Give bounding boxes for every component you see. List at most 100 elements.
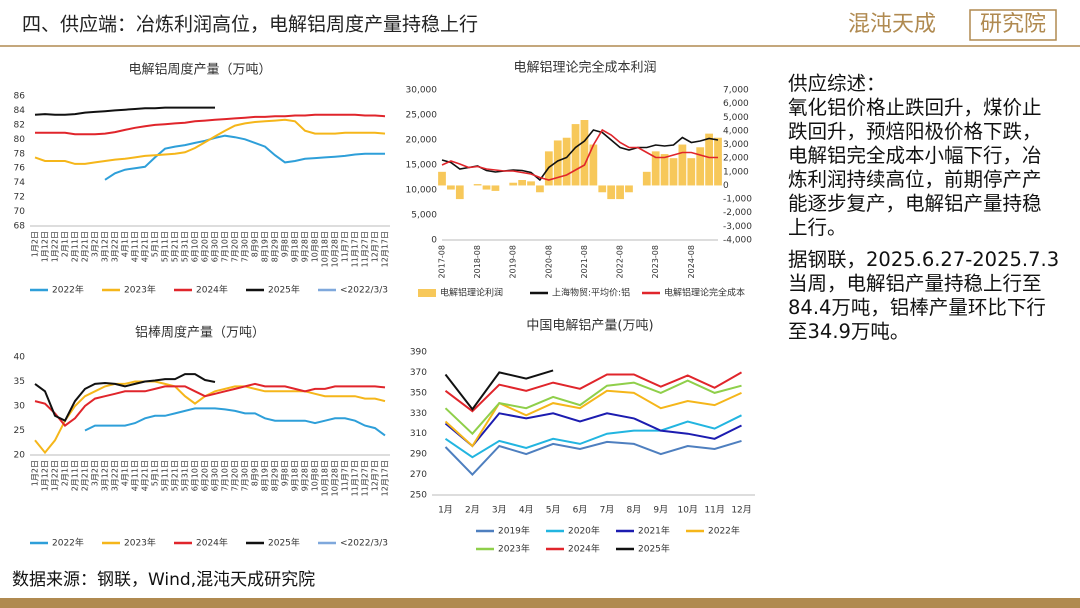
x-tick-label: 7月30日: [241, 460, 250, 491]
bar: [607, 185, 616, 200]
y-tick-label: 0: [431, 236, 437, 246]
y-tick-label: 35: [14, 377, 25, 387]
legend-label: 2024年: [196, 537, 228, 549]
x-tick-label: 5月11日: [161, 460, 170, 491]
bar: [651, 151, 660, 186]
x-tick-label: 10月: [677, 505, 697, 516]
x-tick-label: 12月: [731, 505, 751, 516]
y-tick-label: 82: [14, 120, 25, 130]
series-line: [34, 118, 386, 165]
x-tick-label: 7月20日: [231, 231, 240, 262]
x-tick-label: 7月10日: [221, 460, 230, 491]
legend-label: 2022年: [52, 537, 84, 549]
x-tick-label: 8月19日: [261, 231, 270, 262]
x-tick-label: 5月: [546, 505, 561, 516]
x-tick-label: 1月2日: [31, 460, 40, 486]
y-tick-label: 5,000: [411, 211, 437, 221]
legend-label: 2023年: [498, 543, 530, 555]
x-tick-label: 9月28日: [301, 460, 310, 491]
x-tick-label: 9月18日: [291, 460, 300, 491]
x-tick-label: 2017-08: [438, 245, 447, 278]
bar: [580, 120, 589, 186]
bar: [669, 158, 678, 186]
y-tick-label: 15,000: [406, 161, 438, 171]
commentary-paragraph: 据钢联，2025.6.27-2025.7.3当周，电解铝产量持稳上行至84.4万…: [788, 248, 1060, 343]
footer-bar: [0, 598, 1080, 608]
y-tick-label: 370: [410, 368, 427, 378]
bar: [616, 185, 624, 200]
bar: [598, 185, 607, 193]
y-tick-label: 70: [14, 207, 26, 217]
y2-tick-label: -1,000: [723, 195, 752, 205]
bar: [660, 154, 669, 186]
x-tick-label: 2021-08: [580, 245, 589, 278]
y2-tick-label: 4,000: [723, 126, 749, 136]
x-tick-label: 10月8日: [311, 460, 320, 491]
legend-label: 2025年: [268, 284, 300, 296]
chart-title: 电解铝周度产量（万吨）: [128, 62, 271, 78]
y2-tick-label: 2,000: [723, 154, 749, 164]
x-tick-label: 4月1日: [121, 231, 130, 257]
y-tick-label: 25: [14, 426, 25, 436]
x-tick-label: 1月22日: [51, 460, 60, 491]
x-tick-label: 2月1日: [61, 460, 70, 486]
series-line: [35, 113, 386, 136]
x-tick-label: 4月: [519, 505, 534, 516]
series-line: [441, 129, 719, 182]
x-tick-label: 2024-08: [687, 245, 696, 278]
x-tick-label: 7月: [600, 505, 615, 516]
bar: [473, 184, 482, 186]
y-tick-label: 20,000: [406, 136, 438, 146]
legend-swatch: [418, 289, 436, 297]
chart-title: 中国电解铝产量(万吨): [526, 319, 653, 334]
x-tick-label: 11月27日: [361, 231, 370, 267]
x-tick-label: 2月21日: [81, 460, 90, 491]
x-tick-label: 2月1日: [61, 231, 70, 257]
y-tick-label: 72: [14, 193, 25, 203]
commentary-paragraph: 氧化铝价格止跌回升，煤价止跌回升，预焙阳极价格下跌，电解铝完全成本小幅下行，冶炼…: [788, 96, 1042, 239]
y2-tick-label: -3,000: [723, 222, 752, 232]
legend-label: 2021年: [638, 525, 670, 537]
legend-label: 上海物贸:平均价:铝: [552, 287, 630, 299]
y2-tick-label: 6,000: [723, 99, 749, 109]
legend-label: 2024年: [568, 543, 600, 555]
bar: [491, 185, 500, 191]
x-tick-label: 2020-08: [544, 245, 553, 278]
bar: [536, 185, 544, 193]
x-tick-label: 2月: [465, 505, 480, 516]
bar: [562, 137, 571, 186]
x-tick-label: 3月22日: [111, 231, 120, 262]
y-tick-label: 330: [410, 409, 427, 419]
series-line: [441, 128, 718, 181]
series-line: [444, 439, 742, 477]
bar: [518, 180, 527, 186]
y2-tick-label: -2,000: [723, 208, 752, 218]
y-tick-label: 290: [410, 450, 427, 460]
bar: [678, 144, 687, 186]
y-tick-label: 10,000: [406, 186, 438, 196]
y2-tick-label: 7,000: [723, 86, 749, 96]
x-tick-label: 6月10日: [191, 460, 200, 491]
series-line: [444, 414, 742, 459]
legend-label: 2020年: [568, 525, 600, 537]
y-tick-label: 20: [14, 451, 26, 461]
x-tick-label: 1月12日: [41, 231, 50, 262]
x-tick-label: 11月27日: [361, 460, 370, 496]
legend-label: <2022/3/3: [340, 286, 388, 296]
x-tick-label: 2月21日: [81, 231, 90, 262]
bar: [714, 137, 722, 186]
x-tick-label: 5月21日: [171, 460, 180, 491]
y2-tick-label: 1,000: [723, 167, 749, 177]
x-tick-label: 7月30日: [241, 231, 250, 262]
x-tick-label: 8月: [627, 505, 642, 516]
x-tick-label: 8月19日: [261, 460, 270, 491]
x-tick-label: 9月8日: [281, 231, 290, 257]
legend-label: 电解铝理论利润: [440, 287, 503, 299]
bar: [455, 185, 464, 200]
series-line: [34, 380, 386, 455]
x-tick-label: 2019-08: [509, 245, 518, 278]
bar: [642, 171, 651, 186]
x-tick-label: 5月1日: [151, 460, 160, 486]
series-line: [84, 407, 386, 437]
